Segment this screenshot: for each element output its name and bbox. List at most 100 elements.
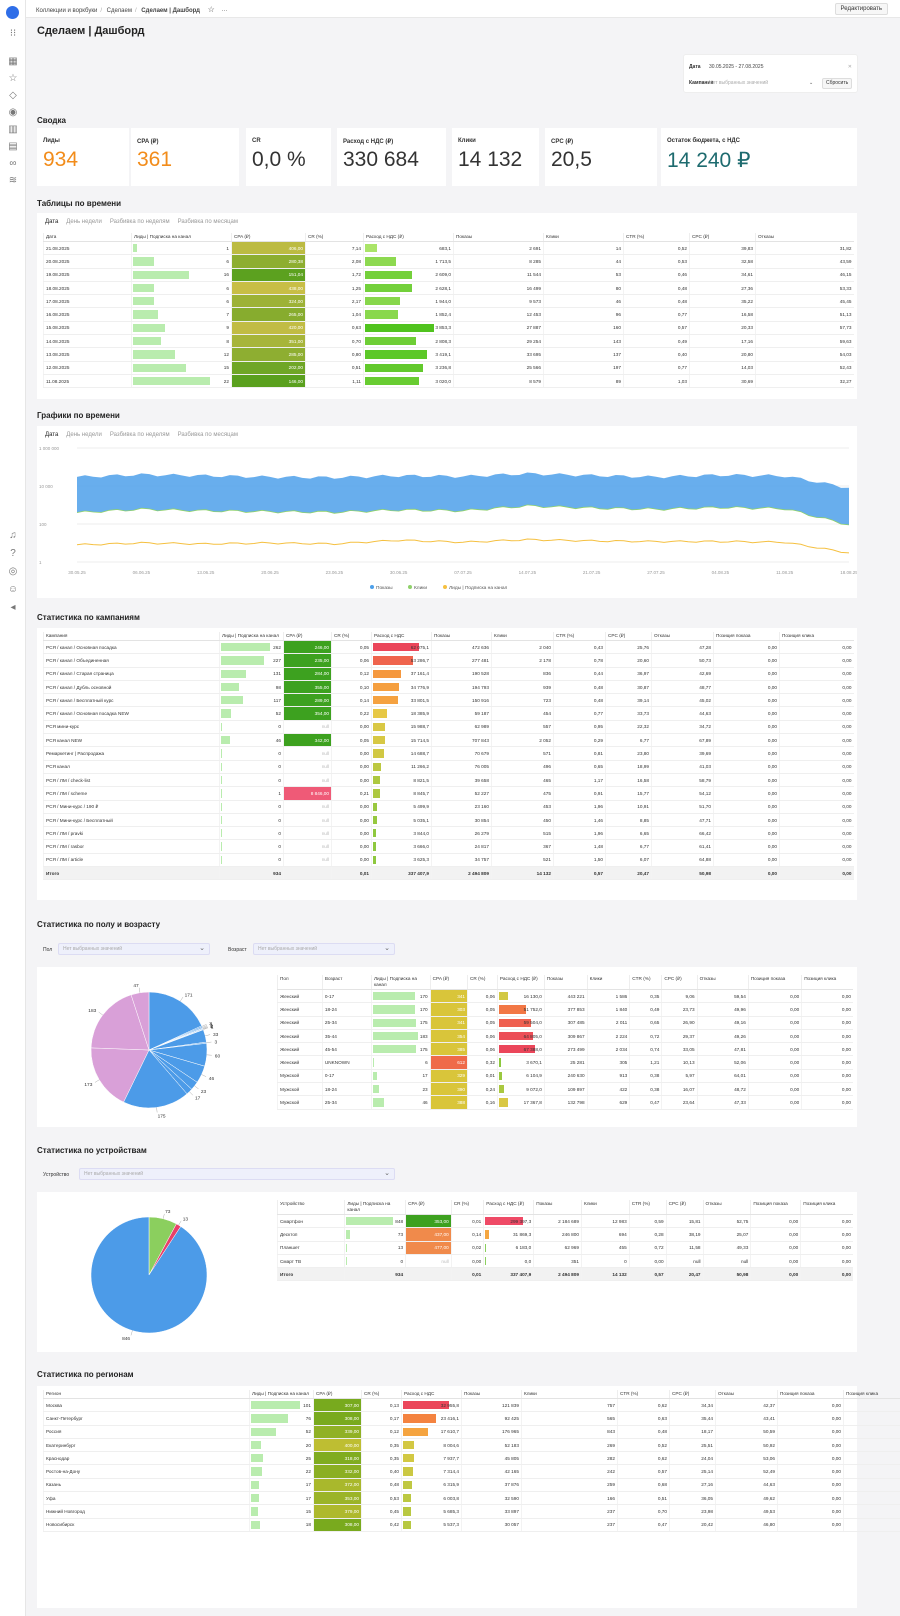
legend-label[interactable]: Лиды | Подписка на канал: [449, 585, 508, 591]
star-icon[interactable]: ☆: [8, 73, 18, 84]
column-header[interactable]: Расход с НДС (₽): [483, 1200, 534, 1215]
tag-icon[interactable]: ◇: [9, 90, 17, 101]
column-header[interactable]: Клики: [521, 1390, 618, 1399]
column-header[interactable]: CPC (₽): [669, 1390, 716, 1399]
bell-icon[interactable]: ♫: [9, 530, 17, 541]
column-header[interactable]: Возраст: [321, 975, 372, 990]
reset-button[interactable]: Сбросить: [822, 78, 853, 89]
tab-1[interactable]: День недели: [66, 432, 102, 438]
column-header[interactable]: Дата: [43, 233, 132, 242]
clear-date-icon[interactable]: ✕: [847, 64, 852, 70]
column-header[interactable]: Клики: [586, 975, 630, 990]
column-header[interactable]: Клики: [580, 1200, 630, 1215]
globe-icon[interactable]: ◎: [8, 566, 18, 577]
pie-slice[interactable]: [148, 991, 203, 1051]
dataset-icon[interactable]: ▤: [8, 141, 18, 152]
column-header[interactable]: CTR (%): [628, 1200, 667, 1215]
column-header[interactable]: Позиция показа: [777, 1390, 844, 1399]
column-header[interactable]: Отказы: [651, 632, 714, 641]
pie-slice[interactable]: [123, 1049, 188, 1109]
campaign-select[interactable]: Нет выбранных значений: [709, 80, 769, 86]
column-header[interactable]: CPC (₽): [689, 233, 756, 242]
column-header[interactable]: Показы: [533, 1200, 582, 1215]
pie-slice[interactable]: [130, 991, 150, 1051]
column-header[interactable]: Устройство: [276, 1200, 345, 1215]
column-header[interactable]: Пол: [277, 975, 323, 990]
column-header[interactable]: Расход с НДС: [371, 632, 432, 641]
breadcrumb-item[interactable]: Сделаем: [106, 8, 132, 14]
column-header[interactable]: Лиды | Подписка на канал: [131, 233, 232, 242]
column-header[interactable]: Показы: [453, 233, 544, 242]
tab-1[interactable]: День недели: [66, 219, 102, 225]
help-icon[interactable]: ?: [10, 548, 16, 559]
gender-select[interactable]: Нет выбранных значений: [58, 943, 210, 955]
collapse-arrow-icon[interactable]: ◂: [10, 602, 16, 613]
column-header[interactable]: Позиция клика: [779, 632, 854, 641]
column-header[interactable]: Клики: [543, 233, 624, 242]
legend-label[interactable]: Клики: [414, 585, 427, 591]
column-header[interactable]: Отказы: [702, 1200, 751, 1215]
column-header[interactable]: CPA (₽): [405, 1200, 452, 1215]
column-header[interactable]: CPC (₽): [665, 1200, 704, 1215]
device-select[interactable]: Нет выбранных значений: [79, 1168, 395, 1180]
column-header[interactable]: CPA (₽): [313, 1390, 362, 1399]
column-header[interactable]: Лиды | Подписка на канал: [370, 975, 431, 990]
chart-icon[interactable]: ▥: [8, 124, 18, 135]
tab-2[interactable]: Разбивка по неделям: [109, 219, 170, 225]
column-header[interactable]: Регион: [43, 1390, 250, 1399]
column-header[interactable]: Расход с НДС: [401, 1390, 462, 1399]
column-header[interactable]: CTR (%): [617, 1390, 670, 1399]
tab-3[interactable]: Разбивка по месяцам: [177, 219, 238, 225]
pie-slice[interactable]: [90, 994, 150, 1051]
column-header[interactable]: CPC (₽): [605, 632, 652, 641]
column-header[interactable]: Позиция клика: [801, 975, 853, 990]
column-header[interactable]: Расход с НДС (₽): [496, 975, 545, 990]
column-header[interactable]: Показы: [461, 1390, 522, 1399]
column-header[interactable]: Кампания: [43, 632, 220, 641]
column-header[interactable]: Расход с НДС (₽): [363, 233, 454, 242]
column-header[interactable]: Позиция клика: [800, 1200, 853, 1215]
column-header[interactable]: CR (%): [450, 1200, 484, 1215]
tab-2[interactable]: Разбивка по неделям: [109, 432, 170, 438]
date-range-value[interactable]: 30.05.2025 - 27.08.2025: [709, 64, 764, 70]
more-menu-icon[interactable]: ···: [221, 8, 228, 14]
column-header[interactable]: Лиды | Подписка на канал: [249, 1390, 314, 1399]
column-header[interactable]: CPA (₽): [283, 632, 332, 641]
legend-label[interactable]: Показы: [376, 585, 393, 591]
column-header[interactable]: Позиция клика: [843, 1390, 900, 1399]
campaign-filter[interactable]: КампанияНет выбранных значений ⌄ Сбросит…: [689, 78, 854, 89]
column-header[interactable]: CPA (₽): [429, 975, 468, 990]
date-filter[interactable]: Дата 30.05.2025 - 27.08.2025 ✕: [689, 62, 854, 72]
settings-sliders-icon[interactable]: ≋: [8, 175, 18, 186]
column-header[interactable]: CTR (%): [553, 632, 606, 641]
favorite-star-icon[interactable]: ☆: [207, 5, 215, 14]
breadcrumb-item[interactable]: Коллекции и воркбуки: [36, 8, 98, 14]
column-header[interactable]: CTR (%): [629, 975, 662, 990]
column-header[interactable]: Отказы: [715, 1390, 778, 1399]
column-header[interactable]: Отказы: [755, 233, 854, 242]
column-header[interactable]: Показы: [431, 632, 492, 641]
column-header[interactable]: CR (%): [305, 233, 364, 242]
column-header[interactable]: Позиция показа: [750, 1200, 801, 1215]
tab-3[interactable]: Разбивка по месяцам: [177, 432, 238, 438]
chevron-down-icon[interactable]: ⌄: [809, 80, 814, 86]
column-header[interactable]: CR (%): [361, 1390, 402, 1399]
edit-button[interactable]: Редактировать: [834, 3, 888, 15]
column-header[interactable]: Показы: [543, 975, 588, 990]
column-header[interactable]: Клики: [491, 632, 554, 641]
column-header[interactable]: CR (%): [331, 632, 372, 641]
column-header[interactable]: Отказы: [696, 975, 749, 990]
column-header[interactable]: Позиция показа: [713, 632, 780, 641]
pie-slice[interactable]: [90, 1047, 150, 1103]
age-select[interactable]: Нет выбранных значений: [253, 943, 395, 955]
column-header[interactable]: CPC (₽): [661, 975, 698, 990]
column-header[interactable]: Лиды | Подписка на канал: [219, 632, 284, 641]
logo-icon[interactable]: [6, 6, 19, 19]
tab-0[interactable]: Дата: [45, 432, 59, 438]
column-header[interactable]: Лиды | Подписка на канал: [344, 1200, 406, 1215]
tab-0[interactable]: Дата: [45, 219, 59, 225]
collections-icon[interactable]: ▦: [8, 56, 18, 67]
link-icon[interactable]: ∞: [9, 158, 17, 169]
column-header[interactable]: CTR (%): [623, 233, 690, 242]
apps-grid-icon[interactable]: ⁝⁝: [9, 28, 17, 39]
